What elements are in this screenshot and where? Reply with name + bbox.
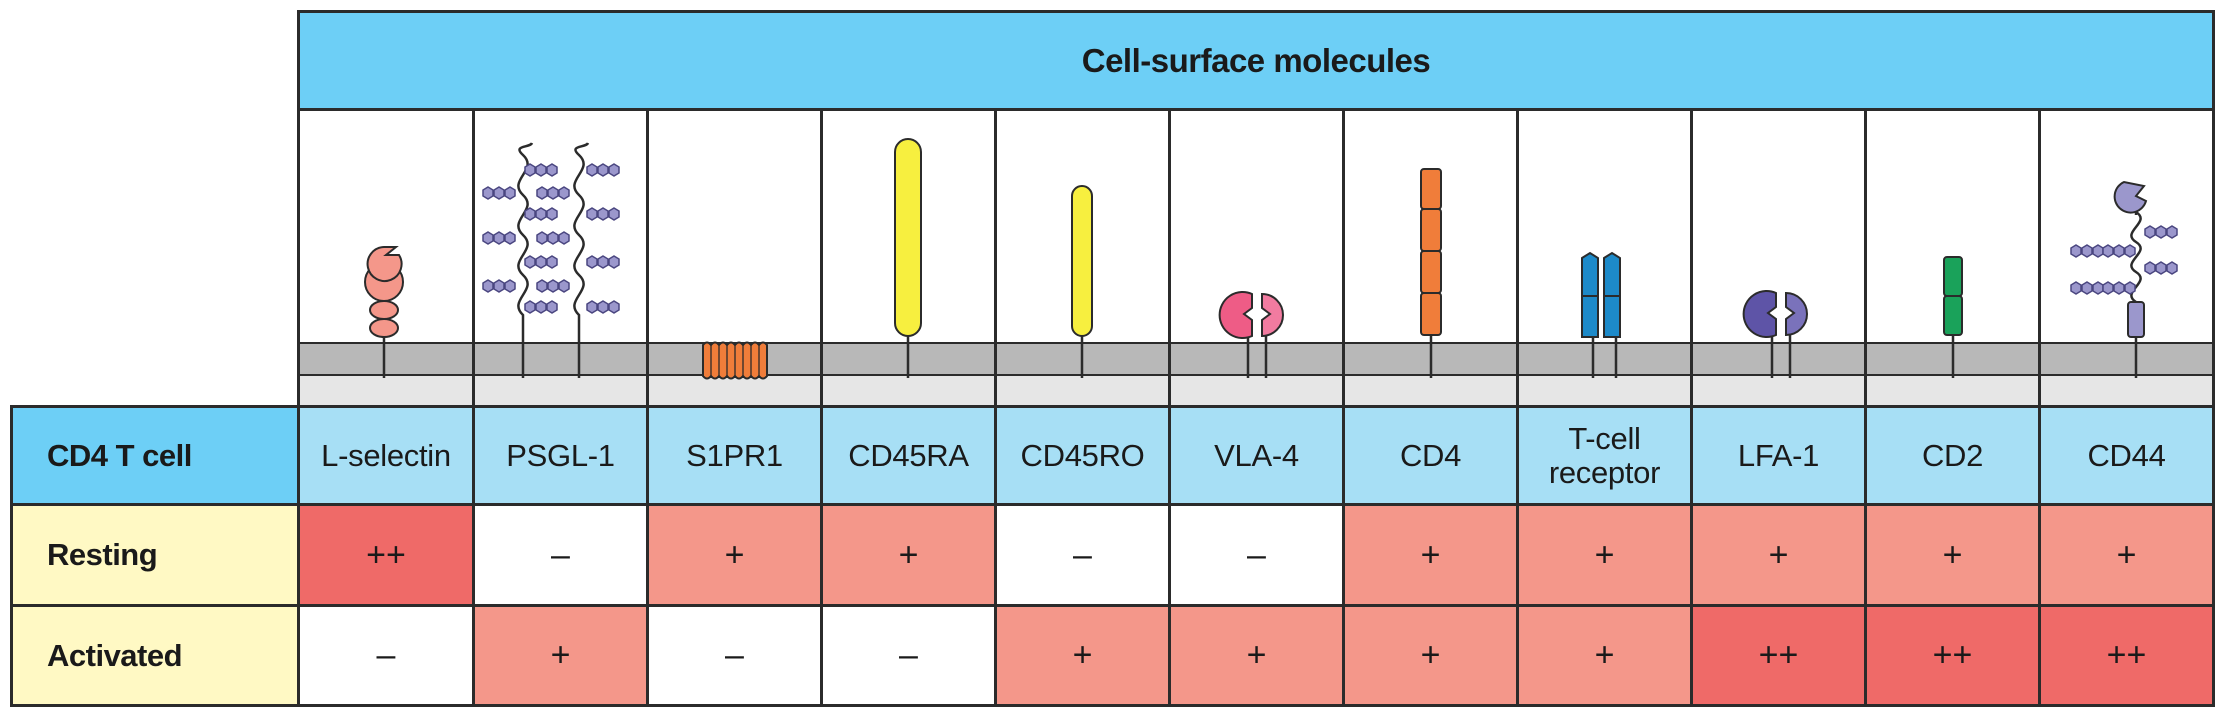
value-activated-cd4: + <box>1342 604 1519 707</box>
value-resting-lfa-1: + <box>1690 503 1867 607</box>
icon-cell-vla-4 <box>1168 108 1345 408</box>
value-activated-cd4-text: + <box>1420 636 1441 674</box>
icon-cell-cd45ra <box>820 108 997 408</box>
row-label-resting: Resting <box>10 503 300 607</box>
molecule-label-l-selectin-text: L-selectin <box>321 437 451 473</box>
value-activated-cd44-text: ++ <box>2106 636 2147 674</box>
value-resting-lfa-1-text: + <box>1768 535 1789 574</box>
icon-cell-cd44 <box>2038 108 2215 408</box>
header-title-text: Cell-surface molecules <box>1081 41 1431 79</box>
icon-cell-psgl-1 <box>472 108 649 408</box>
molecule-label-psgl-1: PSGL-1 <box>472 405 649 506</box>
value-activated-cd2-text: ++ <box>1932 636 1973 674</box>
header-title: Cell-surface molecules <box>297 10 2215 111</box>
row-label-resting-text: Resting <box>47 537 158 572</box>
value-activated-tcr-text: + <box>1594 636 1615 674</box>
value-activated-vla-4-text: + <box>1246 636 1267 674</box>
row-label-activated: Activated <box>10 604 300 707</box>
value-activated-psgl-1-text: + <box>550 636 571 674</box>
icon-cell-s1pr1 <box>646 108 823 408</box>
molecule-label-cd44-text: CD44 <box>2087 437 2166 473</box>
molecule-label-cd4: CD4 <box>1342 405 1519 506</box>
value-activated-l-selectin: – <box>297 604 475 707</box>
row-header-cd4-t-cell: CD4 T cell <box>10 405 300 506</box>
icon-cell-cd4 <box>1342 108 1519 408</box>
value-activated-cd44: ++ <box>2038 604 2215 707</box>
molecule-label-cd45ro-text: CD45RO <box>1020 437 1145 473</box>
value-resting-psgl-1: – <box>472 503 649 607</box>
molecule-label-tcr-text: T-cell receptor <box>1548 421 1661 490</box>
value-resting-psgl-1-text: – <box>551 535 570 574</box>
value-activated-lfa-1-text: ++ <box>1758 636 1799 674</box>
vla-4-icon <box>1218 291 1284 378</box>
icon-cell-lfa-1 <box>1690 108 1867 408</box>
molecule-label-s1pr1: S1PR1 <box>646 405 823 506</box>
value-activated-cd45ra: – <box>820 604 997 707</box>
molecule-label-psgl-1-text: PSGL-1 <box>506 437 615 473</box>
value-resting-cd45ra-text: + <box>898 535 919 574</box>
molecule-label-cd44: CD44 <box>2038 405 2215 506</box>
molecule-label-tcr: T-cell receptor <box>1516 405 1693 506</box>
value-activated-cd45ra-text: – <box>899 636 918 674</box>
icon-cell-cd45ro <box>994 108 1171 408</box>
value-resting-cd45ro: – <box>994 503 1171 607</box>
icon-cell-l-selectin <box>297 108 475 408</box>
value-activated-psgl-1: + <box>472 604 649 707</box>
cd44-icon <box>2070 180 2178 378</box>
value-resting-cd44-text: + <box>2116 535 2137 574</box>
value-resting-cd4-text: + <box>1420 535 1441 574</box>
value-activated-lfa-1: ++ <box>1690 604 1867 707</box>
molecule-label-cd4-text: CD4 <box>1399 437 1462 473</box>
molecule-label-cd45ro: CD45RO <box>994 405 1171 506</box>
tcr-icon <box>1581 251 1621 378</box>
value-activated-cd45ro-text: + <box>1072 636 1093 674</box>
value-resting-l-selectin: ++ <box>297 503 475 607</box>
value-activated-l-selectin-text: – <box>376 636 396 674</box>
value-activated-cd45ro: + <box>994 604 1171 707</box>
molecule-label-cd45ra-text: CD45RA <box>848 437 969 473</box>
molecule-label-vla-4-text: VLA-4 <box>1214 437 1299 473</box>
value-resting-l-selectin-text: ++ <box>366 535 406 574</box>
molecule-label-l-selectin: L-selectin <box>297 405 475 506</box>
value-resting-cd4: + <box>1342 503 1519 607</box>
value-resting-vla-4-text: – <box>1247 535 1266 574</box>
value-activated-tcr: + <box>1516 604 1693 707</box>
psgl-1-icon <box>482 142 620 378</box>
molecule-label-cd2: CD2 <box>1864 405 2041 506</box>
cd4-icon <box>1420 168 1442 378</box>
molecule-label-lfa-1-text: LFA-1 <box>1737 437 1820 473</box>
value-resting-cd45ra: + <box>820 503 997 607</box>
value-resting-cd45ro-text: – <box>1073 535 1092 574</box>
row-header-cd4-t-cell-text: CD4 T cell <box>47 437 192 473</box>
value-activated-vla-4: + <box>1168 604 1345 707</box>
value-resting-cd2: + <box>1864 503 2041 607</box>
molecule-label-vla-4: VLA-4 <box>1168 405 1345 506</box>
lfa-1-icon <box>1742 290 1808 378</box>
cd2-icon <box>1943 256 1963 378</box>
molecule-label-s1pr1-text: S1PR1 <box>686 437 783 473</box>
molecule-label-cd45ra: CD45RA <box>820 405 997 506</box>
cd45ro-icon <box>1071 185 1093 378</box>
icon-cell-cd2 <box>1864 108 2041 408</box>
value-resting-cd2-text: + <box>1942 535 1963 574</box>
cd45ra-icon <box>894 138 922 378</box>
s1pr1-icon <box>702 341 768 380</box>
value-activated-s1pr1-text: – <box>725 636 744 674</box>
value-resting-cd44: + <box>2038 503 2215 607</box>
value-activated-s1pr1: – <box>646 604 823 707</box>
molecule-label-cd2-text: CD2 <box>1921 437 1984 473</box>
l-selectin-icon <box>364 246 404 378</box>
value-resting-vla-4: – <box>1168 503 1345 607</box>
icon-cell-tcr <box>1516 108 1693 408</box>
value-activated-cd2: ++ <box>1864 604 2041 707</box>
molecule-label-lfa-1: LFA-1 <box>1690 405 1867 506</box>
value-resting-s1pr1-text: + <box>724 535 745 574</box>
row-label-activated-text: Activated <box>47 637 183 673</box>
value-resting-tcr-text: + <box>1594 535 1615 574</box>
value-resting-tcr: + <box>1516 503 1693 607</box>
value-resting-s1pr1: + <box>646 503 823 607</box>
